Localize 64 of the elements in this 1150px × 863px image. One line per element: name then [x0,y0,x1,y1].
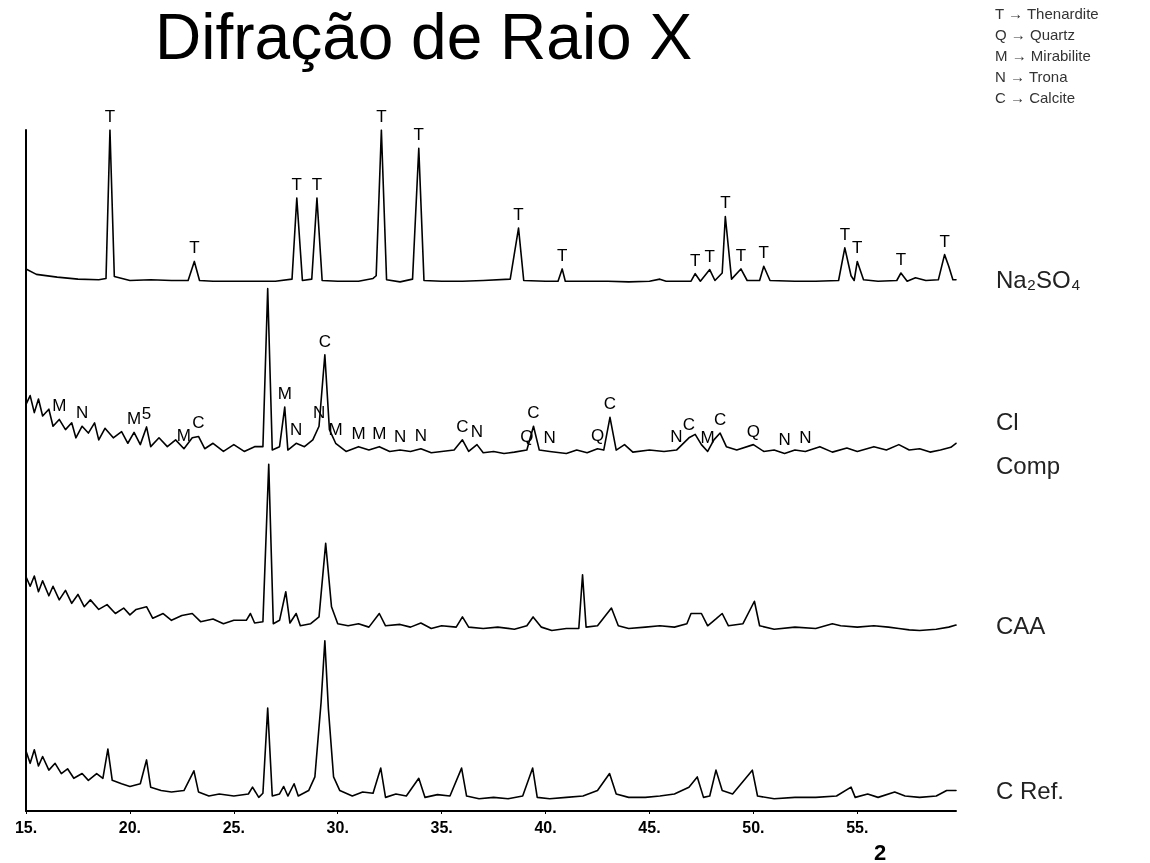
x-tick-label: 55. [846,818,869,836]
text: T → Thenardite [995,5,1099,22]
x-tick-label: 15. [14,818,38,836]
annotation: T [758,243,769,263]
annotation: T [852,238,863,258]
annotation: T [513,205,524,225]
annotation: T [720,193,731,213]
annotation: Q [746,421,760,441]
x-tick-label: 40. [534,818,557,836]
x-tick-label: 50. [742,818,765,836]
annotation: N [543,428,556,448]
annotation: T [189,238,200,258]
annotation: T [413,125,424,145]
annotation: M [176,425,192,445]
x-tick-label: 20. [118,818,142,836]
annotation: T [839,224,851,244]
chart-title: Difração de Raio X [155,1,693,73]
x-axis-title: 2 [874,839,887,863]
annotation: M [52,396,67,416]
annotation: Q [590,425,605,445]
annotation: T [556,245,568,265]
annotation: C [682,414,696,434]
annotation: T [311,175,323,195]
annotation: N [290,420,303,440]
annotation: M [351,423,366,443]
annotation: N [470,421,484,441]
annotation: T [939,231,950,251]
annotation: T [895,250,907,270]
annotation: N [75,403,89,423]
annotation: T [735,245,747,265]
annotation: C [318,331,331,351]
series-label: Cl Comp [996,407,1061,479]
series-label: Na₂SO₄ [996,266,1081,294]
x-tick-label: 30. [326,818,349,836]
annotation: C [527,403,540,423]
x-tick-label: 25. [222,818,245,836]
annotation: C [603,394,617,414]
annotation: N [778,430,791,450]
annotation: T [376,107,387,126]
annotation: N [799,428,812,448]
annotation: N [393,427,407,447]
annotation: T [291,175,302,195]
annotation: M [277,384,292,404]
annotation: N [414,425,427,445]
text: Q → Quartz [995,26,1076,43]
annotation: C [456,416,469,436]
text: N → Trona [995,68,1069,85]
series-label: C Ref. [996,777,1065,805]
annotation: M [126,409,142,429]
text: C → Calcite [995,89,1076,106]
annotation: C [713,410,727,430]
annotation: M [328,420,343,440]
annotation: 5 [141,403,152,423]
annotation: T [689,250,701,270]
annotation: T [104,107,116,126]
series-label: CAA [996,611,1046,639]
x-tick-label: 35. [430,818,453,836]
annotation: M [372,423,387,443]
annotation: C [192,413,205,433]
annotation: N [670,427,683,447]
annotation: T [704,246,715,266]
x-tick-label: 45. [638,818,661,836]
annotation: M [700,428,715,448]
text: M → Mirabilite [995,47,1091,64]
